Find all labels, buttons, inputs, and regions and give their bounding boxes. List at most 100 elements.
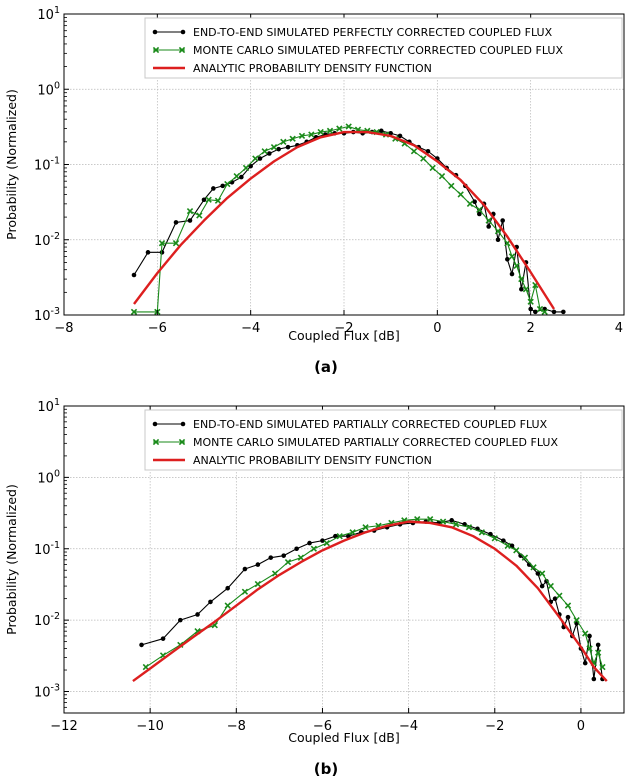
data-point (208, 599, 213, 605)
data-point (317, 128, 324, 136)
y-tick-base: 10 (34, 686, 51, 701)
data-point (297, 554, 305, 561)
data-point (173, 220, 179, 225)
y-tick-exponent: 1 (54, 5, 60, 16)
data-point (551, 309, 557, 315)
data-point (582, 660, 588, 666)
data-point (504, 542, 511, 549)
data-point (501, 538, 506, 543)
legend-label: MONTE CARLO SIMULATED PERFECTLY CORRECTE… (193, 44, 563, 57)
legend-marker-stroke (178, 438, 186, 446)
data-point-stroke (375, 522, 382, 529)
data-point-stroke (196, 212, 203, 219)
y-tick-base: 10 (34, 234, 51, 249)
data-point (281, 553, 286, 558)
x-tick-label: −12 (50, 719, 77, 734)
data-point-stroke (508, 253, 516, 260)
data-point-stroke (194, 628, 201, 635)
legend-entry: ANALYTIC PROBABILITY DENSITY FUNCTION (153, 454, 432, 467)
legend-marker (152, 29, 158, 35)
data-point (242, 164, 250, 172)
data-point (586, 645, 593, 652)
data-point (508, 253, 516, 260)
data-point (336, 533, 343, 540)
data-point-stroke (142, 663, 150, 671)
data-point (587, 633, 592, 639)
data-point (224, 602, 231, 609)
data-point (294, 546, 299, 552)
data-point-stroke (130, 308, 138, 315)
data-point-stroke (310, 545, 318, 552)
data-point-stroke (513, 547, 520, 554)
data-point (457, 191, 464, 198)
data-point (518, 275, 525, 283)
data-point (172, 240, 180, 247)
legend-label: ANALYTIC PROBABILITY DENSITY FUNCTION (193, 62, 432, 75)
data-point (410, 148, 418, 155)
data-point (336, 125, 343, 132)
y-tick-label: 10-2 (34, 231, 60, 249)
data-point-stroke (233, 172, 240, 180)
legend-box (144, 17, 623, 79)
data-point-stroke (308, 131, 315, 138)
data-point-stroke (466, 200, 474, 208)
y-tick-label: 101 (37, 397, 60, 415)
data-point-stroke (271, 570, 279, 577)
data-point (505, 256, 510, 262)
data-point-stroke (438, 172, 446, 180)
data-point (513, 547, 520, 554)
data-point-stroke (345, 123, 352, 130)
legend: END-TO-END SIMULATED PERFECTLY CORRECTED… (144, 17, 623, 79)
data-point (211, 186, 216, 191)
data-point-stroke (457, 191, 464, 198)
data-point-stroke (521, 554, 529, 561)
data-point (541, 308, 548, 315)
data-point (561, 309, 566, 315)
data-point (509, 271, 515, 277)
data-point-stroke (326, 127, 334, 135)
x-tick-label: 4 (615, 321, 623, 336)
data-point-stroke (599, 663, 606, 671)
data-point (285, 144, 291, 150)
y-tick-exponent: -2 (51, 231, 60, 242)
y-tick-exponent: 0 (54, 468, 60, 479)
data-point (438, 172, 446, 180)
data-point (397, 133, 403, 139)
data-point (131, 272, 137, 278)
data-point-stroke (478, 529, 486, 536)
series-3 (132, 520, 608, 683)
data-point (573, 616, 580, 624)
data-point (478, 529, 486, 536)
data-point (220, 183, 225, 189)
data-point (261, 148, 268, 155)
data-point (500, 218, 505, 223)
data-point (186, 207, 194, 215)
data-point-stroke (491, 535, 498, 542)
data-point-stroke (323, 539, 330, 547)
data-point-stroke (297, 554, 305, 561)
y-tick-label: 10-1 (34, 156, 60, 174)
data-point (535, 571, 541, 576)
data-point-stroke (452, 521, 460, 528)
data-point-stroke (513, 262, 520, 270)
legend-marker (178, 438, 186, 446)
data-point (556, 592, 563, 599)
data-point (225, 585, 230, 591)
y-tick-label: 100 (37, 468, 60, 486)
data-point-stroke (280, 138, 287, 146)
y-tick-base: 10 (34, 543, 51, 558)
panel-caption: (b) (314, 760, 338, 778)
data-point-stroke (317, 128, 324, 136)
data-point (145, 250, 151, 255)
data-point (270, 143, 278, 151)
data-point (536, 305, 544, 313)
data-point-stroke (538, 570, 546, 577)
data-point-stroke (420, 155, 427, 162)
data-point (252, 155, 259, 162)
data-point (528, 306, 533, 312)
data-point-stroke (586, 645, 593, 652)
data-point (472, 199, 477, 205)
data-point (233, 172, 240, 180)
series-1 (139, 518, 605, 682)
